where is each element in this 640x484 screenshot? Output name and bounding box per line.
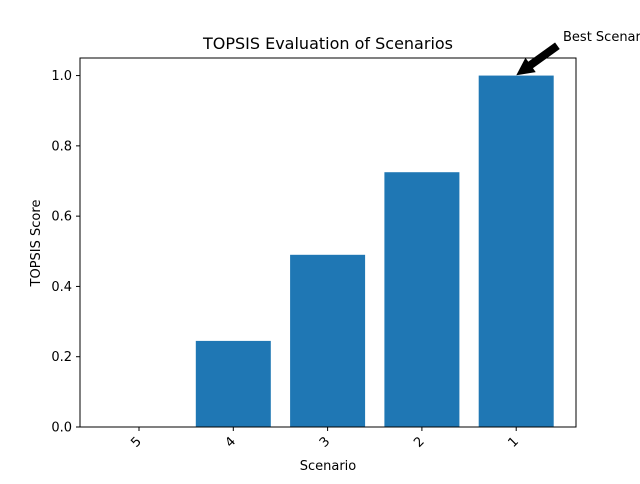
y-tick-label: 0.6 — [51, 210, 72, 225]
bar-scenario-1 — [478, 75, 554, 427]
y-tick-label: 1.0 — [51, 69, 72, 84]
x-axis-label: Scenario — [300, 459, 357, 474]
chart-title: TOPSIS Evaluation of Scenarios — [202, 34, 453, 53]
y-axis-label: TOPSIS Score — [29, 200, 44, 288]
y-axis: 0.0 0.2 0.4 0.6 0.8 1.0 — [51, 69, 80, 436]
bar-scenario-3 — [290, 254, 366, 427]
annotation: Best Scenario — [516, 30, 640, 76]
plot-area-frame — [79, 57, 577, 428]
annotation-arrow — [516, 42, 560, 76]
y-tick-label: 0.8 — [51, 139, 72, 154]
bar-scenario-2 — [384, 172, 460, 427]
y-tick-label: 0.0 — [51, 421, 72, 436]
bar-scenario-4 — [195, 340, 271, 427]
bars-layer — [195, 75, 554, 427]
y-tick-label: 0.2 — [51, 350, 72, 365]
y-tick-label: 0.4 — [51, 280, 72, 295]
annotation-text: Best Scenario — [563, 30, 640, 45]
